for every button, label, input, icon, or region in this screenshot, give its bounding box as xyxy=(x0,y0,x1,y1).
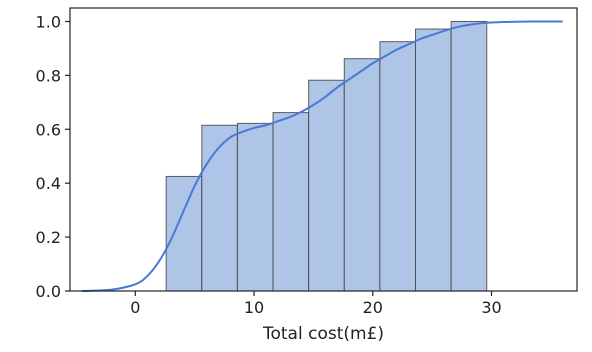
cdf-curve-line xyxy=(81,20,563,292)
histogram-bar-8 xyxy=(415,28,452,292)
y-tick-label: 0.0 xyxy=(36,282,61,301)
histogram-bar-5 xyxy=(308,79,345,292)
x-tick-label: 10 xyxy=(244,298,264,317)
y-tick-label: 0.8 xyxy=(36,66,61,85)
x-axis-ticks: 0 10 20 30 xyxy=(130,291,502,317)
x-axis-label: Total cost(m£) xyxy=(262,324,384,344)
y-tick-label: 1.0 xyxy=(36,12,61,31)
histogram-bar-3 xyxy=(236,122,274,292)
histogram-bar-6 xyxy=(343,58,381,292)
histogram-bars xyxy=(165,20,488,292)
y-tick-label: 0.2 xyxy=(36,228,61,247)
y-tick-label: 0.6 xyxy=(36,120,61,139)
cdf-curve-group xyxy=(81,20,563,292)
histogram-bar-7 xyxy=(379,41,417,292)
histogram-bar-1 xyxy=(165,175,203,292)
y-tick-label: 0.4 xyxy=(36,174,61,193)
y-axis-ticks: 0.0 0.2 0.4 0.6 0.8 1.0 xyxy=(36,12,70,301)
histogram-bar-4 xyxy=(272,112,310,292)
x-tick-label: 0 xyxy=(130,298,140,317)
x-tick-label: 30 xyxy=(481,298,501,317)
x-tick-label: 20 xyxy=(363,298,383,317)
plot-frame xyxy=(69,7,578,292)
histogram-bar-2 xyxy=(201,124,238,292)
histogram-bar-9 xyxy=(450,20,488,292)
